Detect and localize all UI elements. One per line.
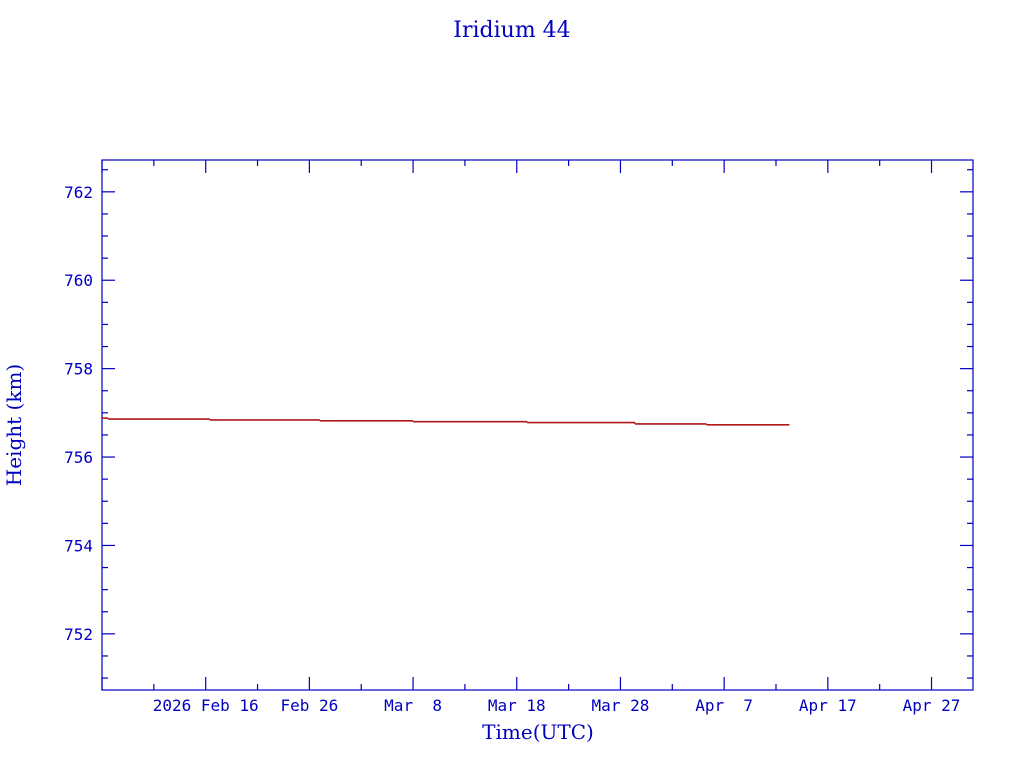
x-tick-label: 2026 Feb 16 — [153, 696, 259, 715]
x-tick-label: Apr 17 — [799, 696, 857, 715]
x-tick-label: Mar 18 — [488, 696, 546, 715]
y-tick-label: 752 — [64, 625, 93, 644]
y-tick-label: 762 — [64, 183, 93, 202]
x-tick-label: Apr 7 — [695, 696, 753, 715]
x-axis-label: Time(UTC) — [482, 720, 594, 744]
plot-frame — [101, 159, 974, 691]
x-tick-label: Apr 27 — [903, 696, 961, 715]
x-tick-label: Mar 28 — [592, 696, 650, 715]
y-tick-label: 756 — [64, 448, 93, 467]
y-tick-label: 754 — [64, 536, 93, 555]
x-tick-label: Mar 8 — [384, 696, 442, 715]
y-tick-label: 760 — [64, 271, 93, 290]
chart-title: Iridium 44 — [453, 18, 570, 43]
y-tick-label: 758 — [64, 360, 93, 379]
x-tick-label: Feb 26 — [280, 696, 338, 715]
y-axis-label: Height (km) — [2, 364, 26, 486]
